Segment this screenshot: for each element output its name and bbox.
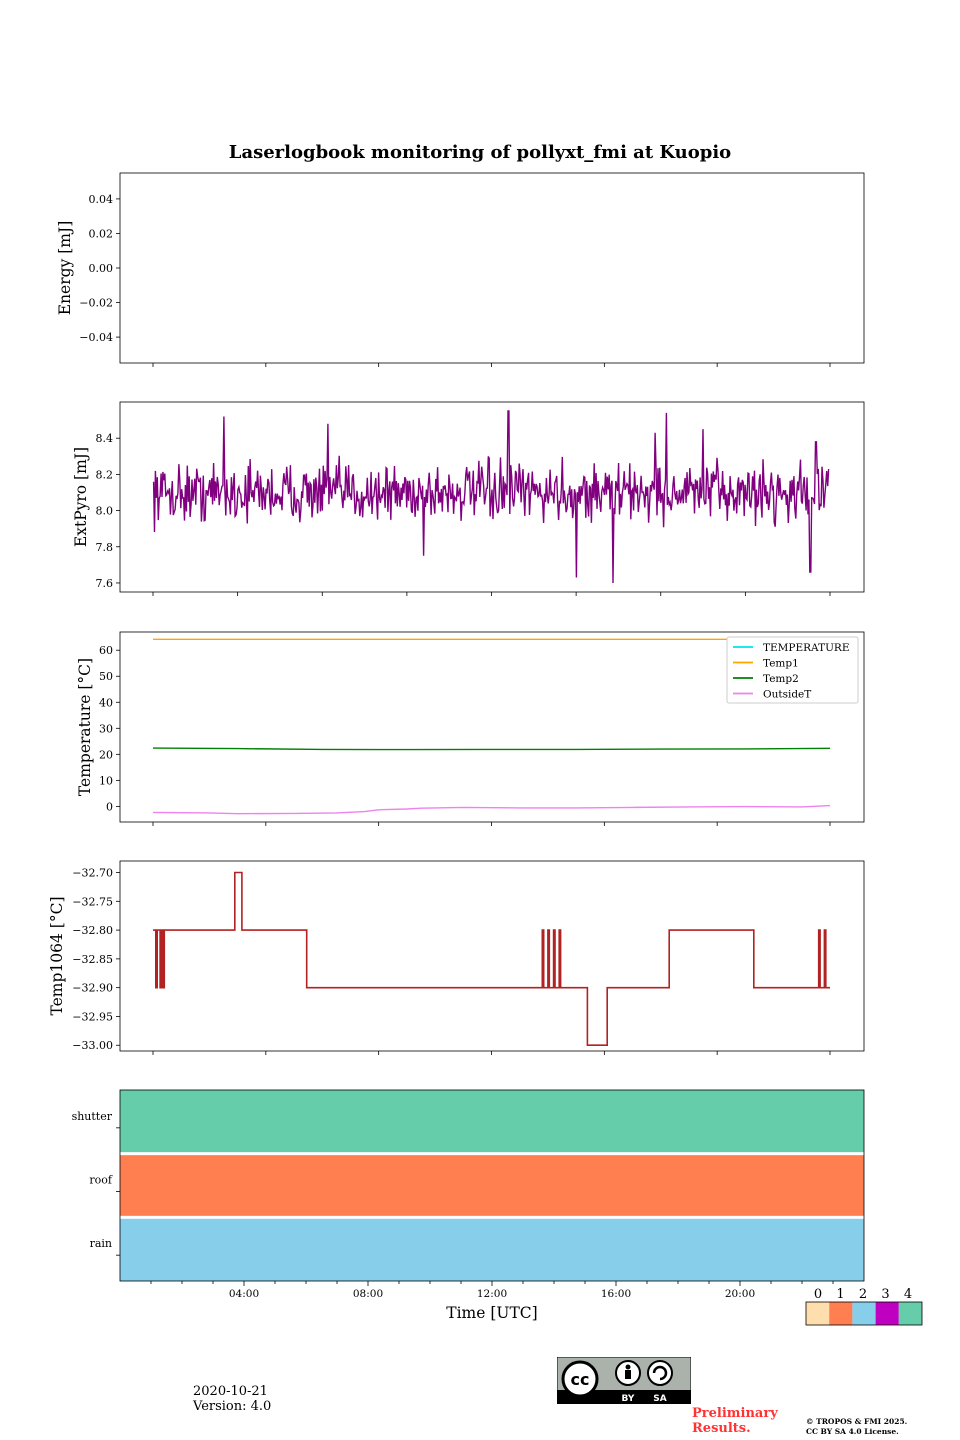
cc-by-label: BY [622,1394,635,1404]
series-temp1064-line [153,871,830,1046]
y-tick-label: 8.4 [96,432,114,445]
legend-frame [726,636,859,704]
y-tick-label: 7.8 [96,541,114,554]
y-tick-label: 40 [99,696,113,709]
y-tick-label: 20 [99,748,113,761]
chart-title: Laserlogbook monitoring of pollyxt_fmi a… [229,142,731,163]
y-tick-label: −32.70 [72,867,113,880]
y-tick-label: −33.00 [72,1039,113,1052]
y-tick-label: −32.90 [72,982,113,995]
y-tick-label: 30 [99,722,113,735]
colorbar-tick-label: 0 [814,1287,822,1302]
flag-row-shutter [120,1090,864,1153]
y-tick-label: −32.80 [72,924,113,937]
panel-temperature: 60 50 40 30 20 10 0 Temperature [°C] TEMPERATURE… [76,631,865,826]
y-axis-label: Temp1064 [°C] [48,896,66,1015]
copyright-line-2: CC BY SA 4.0 License. [806,1427,899,1436]
colorbar-swatch [875,1302,899,1325]
colorbar-swatch [806,1302,830,1325]
colorbar-tick-label: 3 [881,1287,889,1302]
y-axis-label: Temperature [°C] [76,658,94,796]
legend: TEMPERATURE Temp1 Temp2 OutsideT [726,636,859,704]
panel-energy: 0.04 0.02 0.00 −0.02 −0.04 Energy [mJ] [56,172,865,367]
y-tick-label: −32.95 [72,1010,113,1023]
y-tick-label: 8.2 [96,468,114,481]
row-label: roof [89,1174,113,1187]
x-tick-label: 16:00 [601,1288,631,1300]
panel-flags: shutter roof rain 04:00 08:00 12:00 16:00 20:00… [72,1089,865,1322]
y-tick-label: 8.0 [96,505,114,518]
flag-row-rain [120,1218,864,1281]
x-axis-label: Time [UTC] [446,1304,537,1322]
y-tick-label: 60 [99,644,113,657]
y-tick-label: −32.85 [72,953,113,966]
series-outsidet-line [152,804,831,815]
legend-entry: OutsideT [763,689,811,701]
colorbar-tick-label: 4 [904,1287,912,1302]
y-tick-label: 0.04 [89,193,114,206]
axes-frame [119,172,865,364]
legend-entry: Temp1 [763,658,799,670]
colorbar-tick-label: 1 [836,1287,844,1302]
y-tick-label: −0.02 [79,297,113,310]
colorbar-swatch [852,1302,876,1325]
y-tick-label: −32.75 [72,895,113,908]
series-temp2-line [152,747,831,751]
svg-text:cc: cc [571,1370,590,1389]
copyright-line-1: © TROPOS & FMI 2025. [806,1417,908,1426]
row-label: rain [90,1237,112,1250]
axes-frame [119,860,865,1052]
x-tick-label: 20:00 [725,1288,755,1300]
version-label: Version: 4.0 [193,1399,272,1414]
panel-temp1064: −32.70 −32.75 −32.80 −32.85 −32.90 −32.95 −33.… [48,860,865,1055]
y-axis-label: ExtPyro [mJ] [72,447,90,547]
series-extpyro-line [152,410,830,584]
colorbar-swatch [829,1302,853,1325]
cc-sa-label: SA [653,1394,666,1404]
flag-row-roof [120,1155,864,1216]
x-tick-label: 04:00 [229,1288,259,1300]
cc-by-sa-icon: cc BY SA [556,1356,692,1408]
colorbar-tick-label: 2 [859,1287,867,1302]
legend-entry: Temp2 [763,673,799,685]
x-tick-label: 12:00 [477,1288,507,1300]
date-version-block: 2020-10-21 Version: 4.0 [193,1384,271,1414]
y-tick-label: 0.00 [89,262,114,275]
y-tick-label: 10 [99,774,113,787]
date-label: 2020-10-21 [193,1384,268,1399]
y-tick-label: 7.6 [96,577,114,590]
y-axis-label: Energy [mJ] [56,221,74,316]
y-tick-label: 50 [99,670,113,683]
y-tick-label: −0.04 [79,331,113,344]
colorbar-frame [805,1301,923,1326]
y-tick-label: 0.02 [89,227,114,240]
legend-entry: TEMPERATURE [763,642,850,654]
colorbar-swatch [898,1302,922,1325]
copyright-block: © TROPOS & FMI 2025. CC BY SA 4.0 Licens… [806,1417,907,1437]
preliminary-results-label: Preliminary Results. [692,1406,778,1436]
row-label: shutter [72,1110,113,1123]
panel-extpyro: 8.4 8.2 8.0 7.8 7.6 ExtPyro [mJ] [72,401,865,596]
x-tick-label: 08:00 [353,1288,383,1300]
y-tick-label: 0 [106,800,113,813]
